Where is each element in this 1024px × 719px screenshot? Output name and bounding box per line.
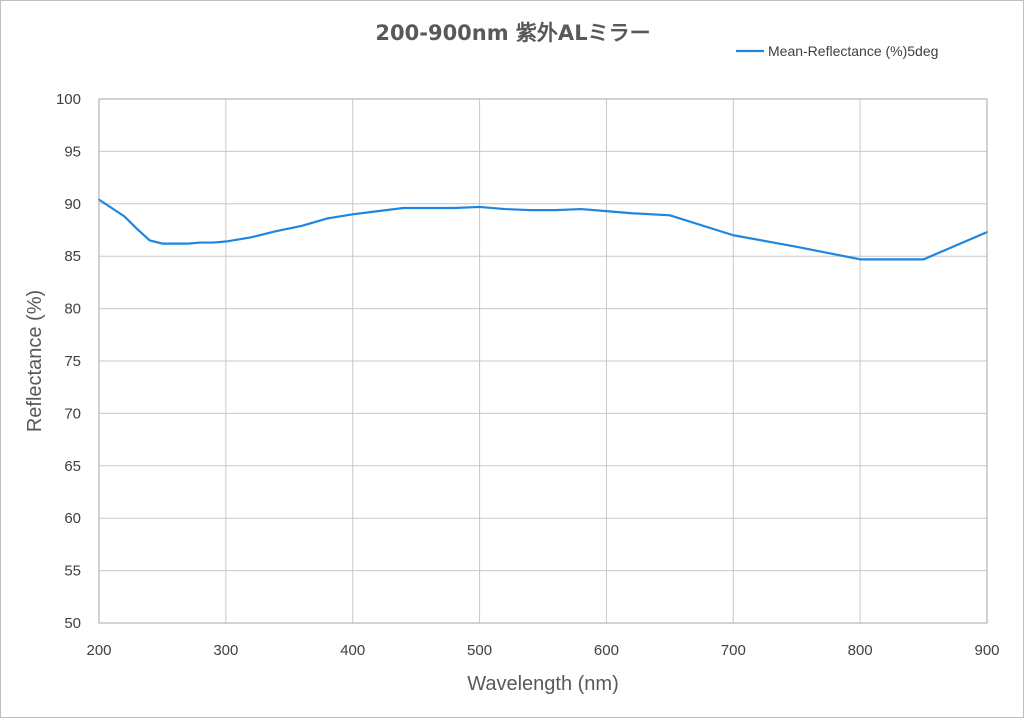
series-line-mean-reflectance — [97, 198, 989, 261]
x-tick-label: 600 — [594, 642, 619, 659]
y-tick-label: 80 — [64, 301, 81, 318]
y-tick-label: 100 — [56, 91, 81, 108]
legend-entry-label: Mean-Reflectance (%)5deg — [768, 43, 938, 59]
y-tick-label: 90 — [64, 196, 81, 213]
y-tick-label: 85 — [64, 248, 81, 265]
x-tick-label: 400 — [340, 642, 365, 659]
grid-layer — [98, 98, 988, 624]
x-axis-title: Wavelength (nm) — [467, 673, 619, 695]
y-tick-label: 95 — [64, 143, 81, 160]
y-tick-label: 75 — [64, 353, 81, 370]
y-tick-label: 55 — [64, 563, 81, 580]
y-tick-label: 60 — [64, 510, 81, 527]
y-tick-label: 50 — [64, 615, 81, 632]
plot-area-border — [98, 98, 988, 624]
x-tick-label: 800 — [848, 642, 873, 659]
x-tick-label: 200 — [86, 642, 111, 659]
x-tick-label: 900 — [974, 642, 999, 659]
y-tick-label: 65 — [64, 458, 81, 475]
tick-label-layer: 50 55 60 65 70 75 80 85 90 95 100 200 300 400 500 600 70… — [56, 91, 1000, 659]
y-axis-title: Reflectance (%) — [24, 290, 46, 432]
chart-title: 200-900nm 紫外ALミラー — [375, 21, 650, 45]
x-tick-label: 700 — [721, 642, 746, 659]
y-tick-label: 70 — [64, 405, 81, 422]
x-tick-label: 300 — [213, 642, 238, 659]
legend: Mean-Reflectance (%)5deg — [736, 43, 938, 59]
series-layer — [97, 198, 989, 261]
x-tick-label: 500 — [467, 642, 492, 659]
